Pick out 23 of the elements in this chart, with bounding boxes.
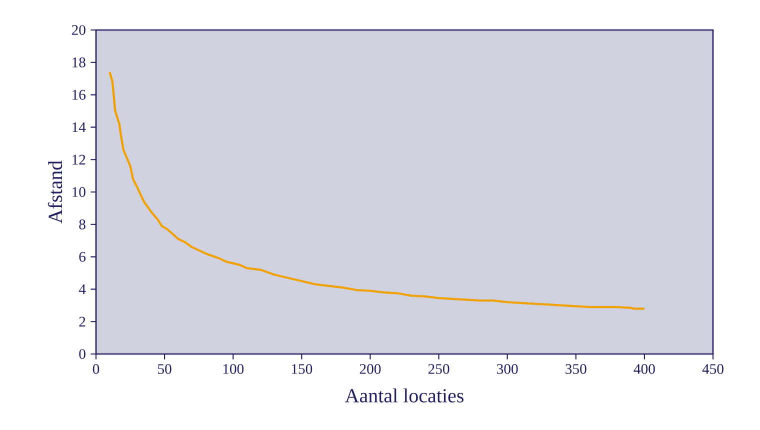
y-tick-label: 12 xyxy=(72,154,86,164)
x-tick-label: 350 xyxy=(566,364,586,374)
y-tick-label: 10 xyxy=(72,187,86,197)
y-tick-label: 0 xyxy=(79,349,86,359)
x-tick-label: 150 xyxy=(292,364,312,374)
x-tick-label: 0 xyxy=(92,364,100,374)
x-tick-label: 300 xyxy=(497,364,518,374)
y-tick-label: 18 xyxy=(72,57,86,68)
x-axis-title: Aantal locaties xyxy=(344,388,464,402)
y-tick-label: 8 xyxy=(79,219,86,230)
y-tick-label: 4 xyxy=(78,284,86,294)
x-tick-label: 400 xyxy=(634,364,655,374)
x-tick-label: 100 xyxy=(223,364,244,374)
x-tick-label: 450 xyxy=(702,364,724,374)
y-tick-label: 16 xyxy=(72,90,86,100)
y-tick-label: 6 xyxy=(79,252,86,262)
y-tick-label: 20 xyxy=(72,25,86,35)
y-tick-label: 14 xyxy=(72,122,86,132)
y-tick-label: 2 xyxy=(79,316,86,326)
x-tick-label: 250 xyxy=(428,364,450,374)
x-tick-label: 50 xyxy=(158,364,172,374)
x-tick-label: 200 xyxy=(360,364,381,374)
y-axis-title: Afstand xyxy=(48,160,62,224)
